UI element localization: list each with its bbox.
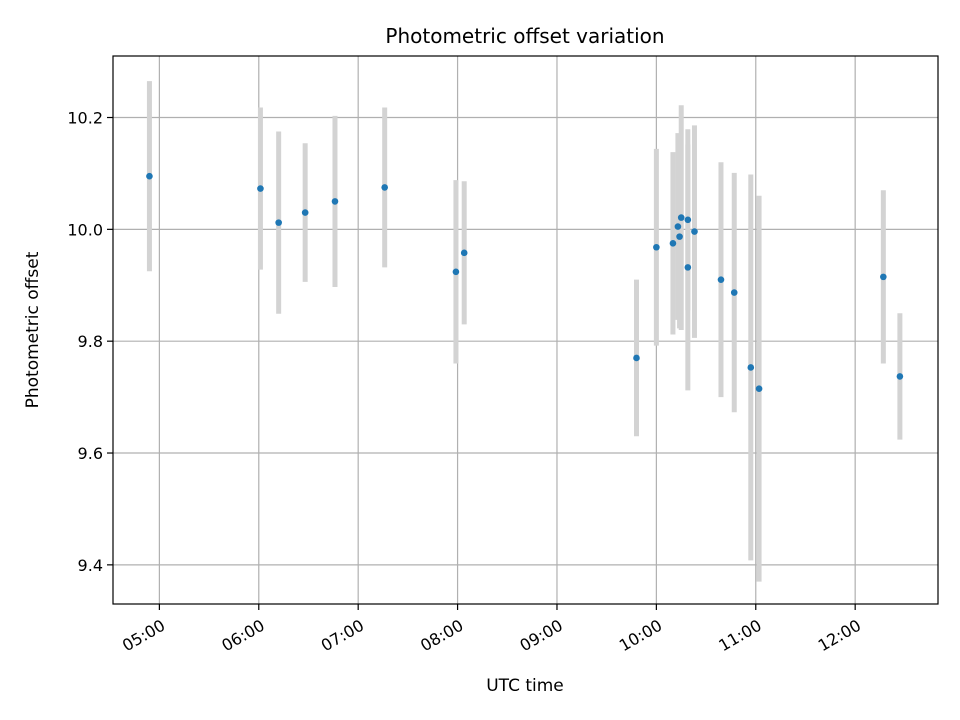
data-point bbox=[684, 216, 692, 224]
y-tick-label: 10.2 bbox=[67, 109, 103, 128]
y-tick-label: 9.8 bbox=[78, 332, 103, 351]
chart-title: Photometric offset variation bbox=[385, 24, 664, 48]
x-axis-label: UTC time bbox=[486, 676, 564, 696]
data-point bbox=[669, 240, 677, 247]
data-point bbox=[896, 373, 904, 380]
data-point bbox=[301, 209, 309, 216]
data-point bbox=[676, 233, 683, 240]
data-point bbox=[460, 249, 468, 257]
data-point bbox=[257, 185, 264, 192]
data-point bbox=[730, 289, 738, 296]
data-point bbox=[653, 243, 660, 251]
data-point bbox=[633, 354, 640, 362]
data-point bbox=[381, 184, 388, 191]
data-point bbox=[677, 214, 685, 221]
data-point bbox=[717, 276, 725, 283]
data-point bbox=[452, 268, 460, 276]
y-tick-label: 9.4 bbox=[78, 556, 103, 575]
data-point bbox=[146, 172, 153, 180]
data-point bbox=[684, 264, 692, 271]
data-point bbox=[275, 219, 282, 226]
data-point bbox=[755, 385, 763, 393]
y-axis-ticks: 9.4 9.6 9.8 10.0 10.2 bbox=[67, 109, 113, 575]
y-tick-label: 9.6 bbox=[78, 444, 103, 463]
data-points bbox=[146, 172, 904, 393]
y-tick-label: 10.0 bbox=[67, 220, 103, 239]
y-axis-label: Photometric offset bbox=[23, 251, 43, 408]
data-point bbox=[691, 228, 698, 235]
data-point bbox=[331, 198, 339, 205]
data-point bbox=[747, 364, 755, 371]
plot-frame bbox=[112, 55, 939, 605]
data-point bbox=[880, 273, 887, 281]
data-point bbox=[674, 223, 682, 230]
